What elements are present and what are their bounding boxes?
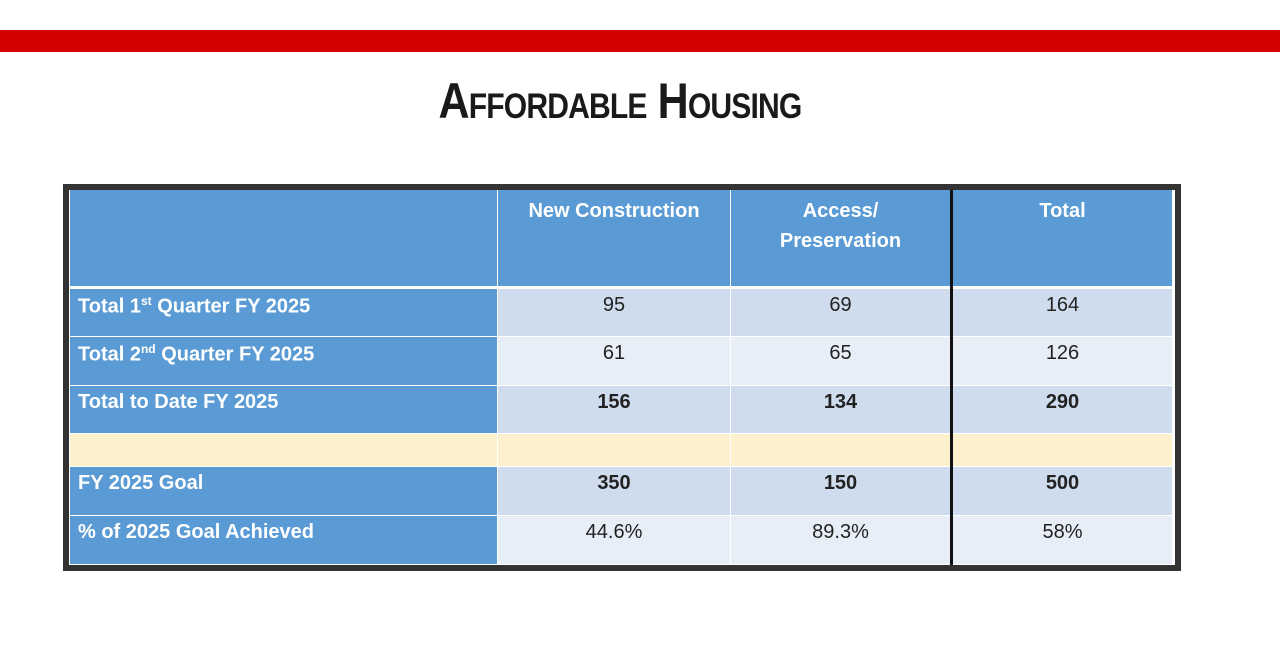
label-text: % of 2025 Goal Achieved	[78, 521, 315, 543]
row-label: Total 2nd Quarter FY 2025	[70, 337, 497, 385]
cell-value: 500	[953, 467, 1172, 515]
column-header: Total	[953, 190, 1172, 286]
label-text: Total 2	[78, 343, 141, 366]
row-label: % of 2025 Goal Achieved	[70, 516, 497, 564]
cell-value: 69	[731, 289, 950, 336]
spacer-cell	[498, 434, 730, 466]
cell-value: 89.3%	[731, 516, 950, 564]
cell-value: 44.6%	[498, 516, 730, 564]
cell-value: 61	[498, 337, 730, 385]
column-header: Access/ Preservation	[731, 190, 950, 286]
cell-value: 290	[953, 386, 1172, 433]
label-text: st	[140, 294, 152, 308]
divider	[950, 190, 953, 565]
label-text: Quarter FY 2025	[151, 295, 311, 318]
label-text: nd	[140, 342, 156, 356]
red-bar	[0, 30, 1280, 52]
cell-value: 150	[731, 467, 950, 515]
cell-value: 58%	[953, 516, 1172, 564]
label-text: FY 2025 Goal	[78, 472, 204, 494]
label-text: Total 1	[78, 295, 141, 318]
spacer-cell	[70, 434, 497, 466]
cell-value: 95	[498, 289, 730, 336]
row-label: Total to Date FY 2025	[70, 386, 497, 433]
header-cell	[70, 190, 497, 286]
spacer-cell	[731, 434, 950, 466]
row-label: Total 1st Quarter FY 2025	[70, 289, 497, 336]
cell-value: 126	[953, 337, 1172, 385]
spacer-cell	[953, 434, 1172, 466]
label-text: Quarter FY 2025	[155, 343, 315, 366]
cell-value: 156	[498, 386, 730, 433]
title: Affordable Housing	[438, 73, 803, 129]
cell-value: 350	[498, 467, 730, 515]
cell-value: 65	[731, 337, 950, 385]
label-text: Total to Date FY 2025	[78, 391, 279, 413]
column-header: New Construction	[498, 190, 730, 286]
cell-value: 134	[731, 386, 950, 433]
row-label: FY 2025 Goal	[70, 467, 497, 515]
cell-value: 164	[953, 289, 1172, 336]
